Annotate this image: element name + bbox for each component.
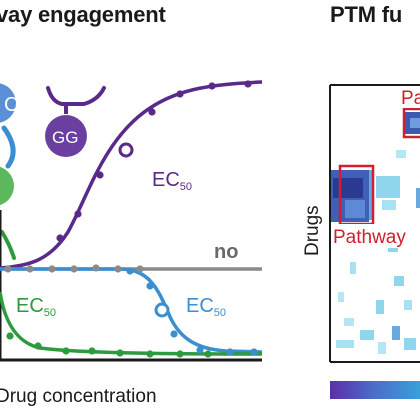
blue-ec50-marker xyxy=(154,302,170,318)
heatmap-cell-15 xyxy=(376,300,384,314)
blue-ec50-label: EC50 xyxy=(186,295,226,319)
gray-data-point-0 xyxy=(4,265,12,273)
green-data-point-1 xyxy=(34,342,42,350)
green-data-point-0 xyxy=(6,332,14,340)
heatmap-cell-23 xyxy=(416,188,420,208)
heatmap-cell-21 xyxy=(378,342,386,354)
ptm-heatmap: Pa Pathway xyxy=(329,84,420,364)
heatmap-cell-7 xyxy=(410,118,420,128)
heatmap-cell-16 xyxy=(404,300,412,310)
pathway-label-bottom: Pathway xyxy=(333,227,406,248)
heatmap-cell-1 xyxy=(333,178,363,198)
green-data-point-7 xyxy=(204,350,212,358)
blue-data-point-5 xyxy=(250,348,258,356)
purple-data-point-3 xyxy=(148,108,156,116)
blue-data-points xyxy=(126,267,258,356)
node-c-label: C xyxy=(4,94,18,116)
gray-data-point-6 xyxy=(136,265,144,273)
blue-data-point-1 xyxy=(146,282,154,290)
blue-data-point-3 xyxy=(196,346,204,354)
node-gg-label: GG xyxy=(52,128,78,147)
heatmap-cell-18 xyxy=(360,330,374,340)
purple-data-point-4 xyxy=(176,90,184,98)
right-panel-title: PTM fu xyxy=(330,2,403,27)
pathway-label-bg-bottom xyxy=(332,224,420,248)
green-dose-response-curve xyxy=(0,291,263,356)
green-ec50-label: EC50 xyxy=(16,295,56,319)
node-gg-circle xyxy=(45,115,87,157)
heatmap-cell-20 xyxy=(336,340,354,348)
green-data-point-2 xyxy=(62,347,70,355)
gg-tether xyxy=(46,86,106,106)
left-panel-title: vay engagement xyxy=(0,2,166,27)
purple-ec50-marker xyxy=(118,142,134,158)
no-effect-label: no xyxy=(214,241,238,263)
heatmap-cell-12 xyxy=(350,262,356,274)
green-data-point-4 xyxy=(116,349,124,357)
gray-data-points xyxy=(4,264,144,273)
blue-data-point-4 xyxy=(226,348,234,356)
purple-data-point-1 xyxy=(74,210,82,218)
purple-data-points xyxy=(56,80,252,242)
green-data-points xyxy=(6,332,212,358)
connector-c-green xyxy=(1,125,16,169)
pathway-label-bg-top xyxy=(400,86,420,108)
green-data-point-3 xyxy=(88,347,96,355)
heatmap-cell-3 xyxy=(369,170,373,220)
gray-data-point-1 xyxy=(26,265,34,273)
gray-data-point-5 xyxy=(114,265,122,273)
node-green-circle xyxy=(0,166,14,206)
x-axis-label: Drug concentration xyxy=(0,386,157,407)
pathway-nodes: C GG xyxy=(0,83,106,260)
green-data-point-6 xyxy=(176,350,184,358)
purple-data-point-0 xyxy=(56,234,64,242)
purple-data-point-2 xyxy=(96,171,104,179)
blue-data-point-0 xyxy=(126,267,134,275)
color-scale-bar xyxy=(330,381,420,399)
heatmap-cell-22 xyxy=(404,338,416,350)
connector-lower xyxy=(0,230,16,260)
heatmap-cell-5 xyxy=(382,200,396,210)
blue-data-point-2 xyxy=(170,330,178,338)
gray-data-point-3 xyxy=(70,265,78,273)
heatmap-cell-13 xyxy=(394,276,404,286)
green-data-point-5 xyxy=(146,350,154,358)
heatmap-cell-4 xyxy=(376,176,400,198)
heatmap-cell-14 xyxy=(338,292,344,302)
purple-dose-response-curve xyxy=(0,80,263,270)
gray-data-point-2 xyxy=(48,265,56,273)
drugs-axis-label: Drugs xyxy=(302,205,323,256)
node-c-circle xyxy=(0,83,16,123)
heatmap-cell-2 xyxy=(345,200,365,218)
purple-data-point-5 xyxy=(208,82,216,90)
heatmap-cell-9 xyxy=(396,150,406,158)
heatmap-cell-19 xyxy=(392,326,400,340)
purple-ec50-label: EC50 xyxy=(152,169,192,193)
gray-data-point-4 xyxy=(92,264,100,272)
purple-data-point-6 xyxy=(244,80,252,88)
pathway-box-top xyxy=(402,107,420,139)
pathway-label-top: Pa xyxy=(401,88,420,109)
heatmap-cell-17 xyxy=(344,318,354,326)
